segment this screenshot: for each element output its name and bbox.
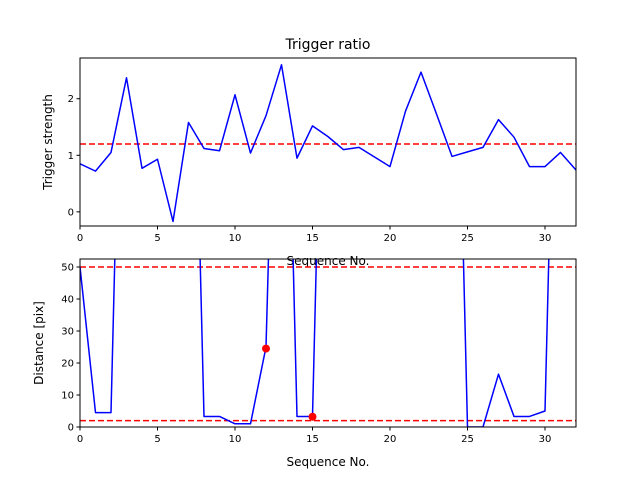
x-tick-label: 30 bbox=[539, 233, 552, 244]
x-tick-label: 15 bbox=[306, 233, 319, 244]
x-tick-label: 20 bbox=[384, 233, 397, 244]
series-line bbox=[80, 64, 576, 223]
y-tick-label: 1 bbox=[68, 151, 74, 162]
x-tick-label: 20 bbox=[384, 434, 397, 445]
x-tick-label: 0 bbox=[77, 434, 83, 445]
x-axis-label: Sequence No. bbox=[287, 455, 370, 469]
distance-chart: 0 5 10 15 20 25 30 0 10 20 30 40 50 Sequence No. Di… bbox=[32, 258, 577, 469]
plot-area bbox=[79, 57, 577, 227]
x-tick-label: 25 bbox=[461, 233, 474, 244]
y-tick-label: 0 bbox=[68, 423, 74, 434]
trigger-ratio-chart: Trigger ratio 0 5 10 15 20 25 30 0 1 2 Sequence … bbox=[41, 37, 577, 268]
x-tick-label: 25 bbox=[461, 434, 474, 445]
series-group bbox=[80, 259, 550, 427]
x-tick-label: 5 bbox=[154, 233, 160, 244]
x-tick-label: 5 bbox=[154, 434, 160, 445]
x-tick-label: 15 bbox=[306, 434, 319, 445]
data-point-marker bbox=[308, 412, 317, 421]
x-tick-label: 30 bbox=[539, 434, 552, 445]
y-tick-label: 30 bbox=[61, 327, 74, 338]
x-ticks: 0 5 10 15 20 25 30 bbox=[77, 226, 552, 244]
plot-area bbox=[79, 258, 577, 428]
y-ticks: 0 1 2 bbox=[68, 94, 80, 218]
y-axis-label: Trigger strength bbox=[41, 94, 55, 191]
x-tick-label: 10 bbox=[229, 233, 242, 244]
chart-title: Trigger ratio bbox=[284, 37, 370, 53]
y-axis-label: Distance [pix] bbox=[32, 301, 46, 385]
x-ticks: 0 5 10 15 20 25 30 bbox=[77, 427, 552, 445]
series-group bbox=[80, 64, 576, 223]
axes-frame bbox=[79, 57, 577, 227]
axes-frame bbox=[79, 258, 577, 428]
y-tick-label: 20 bbox=[61, 359, 74, 370]
x-axis-label: Sequence No. bbox=[287, 254, 370, 268]
y-tick-label: 40 bbox=[61, 295, 74, 306]
y-tick-label: 0 bbox=[68, 207, 74, 218]
markers-group bbox=[262, 344, 317, 421]
data-point-marker bbox=[262, 344, 270, 353]
x-tick-label: 10 bbox=[229, 434, 242, 445]
y-ticks: 0 10 20 30 40 50 bbox=[61, 263, 80, 434]
reference-lines bbox=[80, 266, 576, 422]
y-tick-label: 50 bbox=[61, 263, 74, 274]
y-tick-label: 2 bbox=[68, 94, 74, 105]
y-tick-label: 10 bbox=[61, 391, 74, 402]
series-line bbox=[80, 259, 550, 427]
x-tick-label: 0 bbox=[77, 233, 83, 244]
